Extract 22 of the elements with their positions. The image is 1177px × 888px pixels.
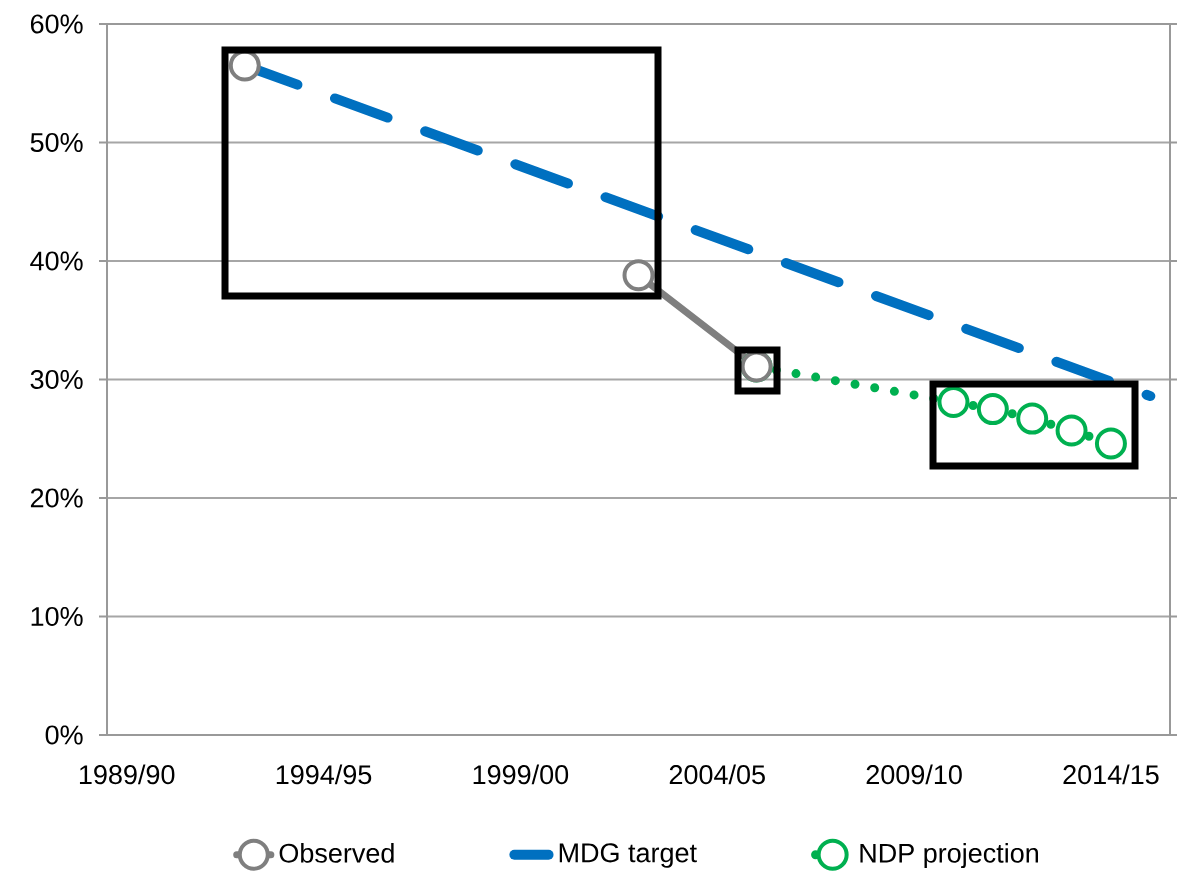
x-tick-label: 2014/15: [1063, 764, 1159, 785]
legend-label: MDG target: [559, 843, 697, 868]
y-tick-label: 10%: [31, 606, 83, 627]
y-tick-label: 40%: [30, 251, 83, 271]
x-tick-label: 1994/95: [276, 764, 372, 785]
y-tick-label: 30%: [30, 369, 83, 390]
point: [976, 393, 1009, 426]
y-tick-label: 20%: [30, 488, 83, 508]
legend-label: NDP projection: [860, 842, 1038, 869]
x-tick-label: 2004/05: [669, 764, 765, 785]
x-tick-label: 1999/00: [473, 764, 569, 785]
y-tick-label: 50%: [30, 132, 83, 153]
point: [937, 386, 970, 419]
point: [1094, 427, 1127, 460]
x-tick-label: 1989/90: [79, 764, 175, 785]
y-tick-label: 0%: [45, 725, 83, 745]
x-tick-label: 2009/10: [866, 764, 962, 785]
legend-label: Observed: [279, 842, 394, 863]
y-tick-label: 60%: [30, 14, 83, 34]
point: [1055, 414, 1088, 447]
point: [1016, 402, 1049, 435]
point: [622, 259, 655, 292]
